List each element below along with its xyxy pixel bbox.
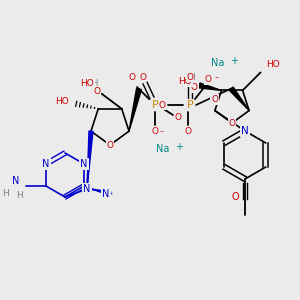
Text: P: P bbox=[187, 100, 194, 110]
Text: O: O bbox=[205, 76, 212, 85]
Text: O: O bbox=[231, 192, 239, 202]
Text: H: H bbox=[92, 79, 98, 88]
Text: O: O bbox=[158, 100, 166, 109]
Polygon shape bbox=[129, 88, 141, 131]
Text: Na: Na bbox=[156, 144, 170, 154]
Text: N: N bbox=[80, 159, 88, 169]
Text: O: O bbox=[93, 87, 100, 96]
Text: H: H bbox=[16, 191, 23, 200]
Text: O: O bbox=[187, 73, 194, 82]
Text: O: O bbox=[211, 95, 218, 104]
Text: H: H bbox=[3, 190, 9, 199]
Text: HO: HO bbox=[80, 79, 94, 88]
Text: P: P bbox=[152, 100, 158, 110]
Text: $^-$: $^-$ bbox=[158, 129, 165, 135]
Text: O: O bbox=[140, 73, 146, 82]
Text: $^-$: $^-$ bbox=[213, 75, 220, 81]
Text: +: + bbox=[175, 142, 183, 152]
Text: O: O bbox=[175, 112, 182, 122]
Text: O: O bbox=[128, 73, 136, 82]
Text: H: H bbox=[188, 73, 195, 82]
Text: HO: HO bbox=[56, 97, 69, 106]
Text: N: N bbox=[42, 159, 50, 169]
Text: N: N bbox=[12, 176, 20, 186]
Text: Na: Na bbox=[211, 58, 225, 68]
Polygon shape bbox=[87, 131, 93, 189]
Text: +: + bbox=[230, 56, 238, 66]
Polygon shape bbox=[199, 83, 221, 90]
Text: O: O bbox=[152, 127, 158, 136]
Text: N: N bbox=[102, 189, 110, 199]
Text: O: O bbox=[191, 83, 198, 92]
Text: HO: HO bbox=[178, 77, 192, 86]
Text: O: O bbox=[229, 118, 236, 127]
Text: N: N bbox=[241, 126, 249, 136]
Text: HO: HO bbox=[266, 60, 280, 69]
Text: O: O bbox=[106, 140, 113, 149]
Polygon shape bbox=[229, 87, 249, 111]
Text: O: O bbox=[184, 127, 191, 136]
Text: N: N bbox=[83, 184, 91, 194]
